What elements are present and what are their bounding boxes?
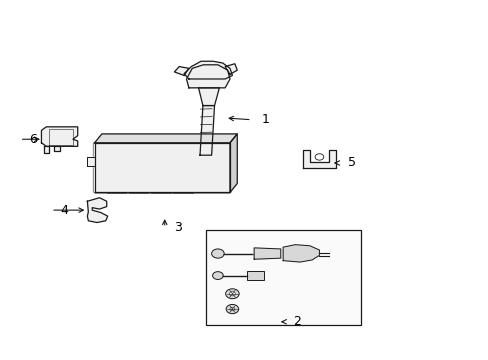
Polygon shape (95, 134, 237, 143)
Bar (330, 156, 334, 159)
Text: 6: 6 (29, 133, 37, 146)
Circle shape (51, 133, 61, 141)
Bar (106, 185, 126, 193)
Bar (193, 150, 224, 166)
Circle shape (212, 272, 223, 279)
Polygon shape (183, 61, 232, 79)
Polygon shape (87, 157, 95, 166)
Circle shape (94, 215, 100, 219)
Polygon shape (229, 134, 237, 192)
Polygon shape (283, 245, 319, 262)
Circle shape (225, 305, 238, 314)
Polygon shape (95, 143, 229, 192)
Bar (246, 271, 264, 280)
Text: 5: 5 (348, 157, 356, 170)
Polygon shape (186, 65, 229, 88)
Polygon shape (174, 67, 188, 76)
Circle shape (229, 307, 234, 311)
Polygon shape (200, 105, 214, 155)
Polygon shape (41, 127, 78, 146)
Bar (205, 230, 360, 325)
Bar (330, 161, 334, 164)
Polygon shape (198, 88, 219, 105)
Text: 3: 3 (174, 221, 182, 234)
Polygon shape (53, 146, 60, 150)
Text: 2: 2 (292, 315, 300, 328)
Circle shape (229, 292, 235, 296)
Polygon shape (302, 150, 336, 168)
Polygon shape (224, 64, 237, 75)
Circle shape (314, 154, 323, 160)
Bar (173, 185, 192, 193)
Circle shape (211, 249, 224, 258)
Circle shape (225, 289, 239, 299)
Bar (330, 150, 334, 153)
Circle shape (63, 133, 74, 141)
Bar (129, 185, 148, 193)
Text: 1: 1 (261, 113, 269, 126)
Circle shape (93, 201, 101, 207)
Polygon shape (254, 248, 280, 259)
Polygon shape (44, 146, 49, 153)
Polygon shape (87, 198, 107, 222)
Text: 4: 4 (61, 204, 68, 217)
Bar (204, 94, 212, 99)
Bar (151, 185, 170, 193)
